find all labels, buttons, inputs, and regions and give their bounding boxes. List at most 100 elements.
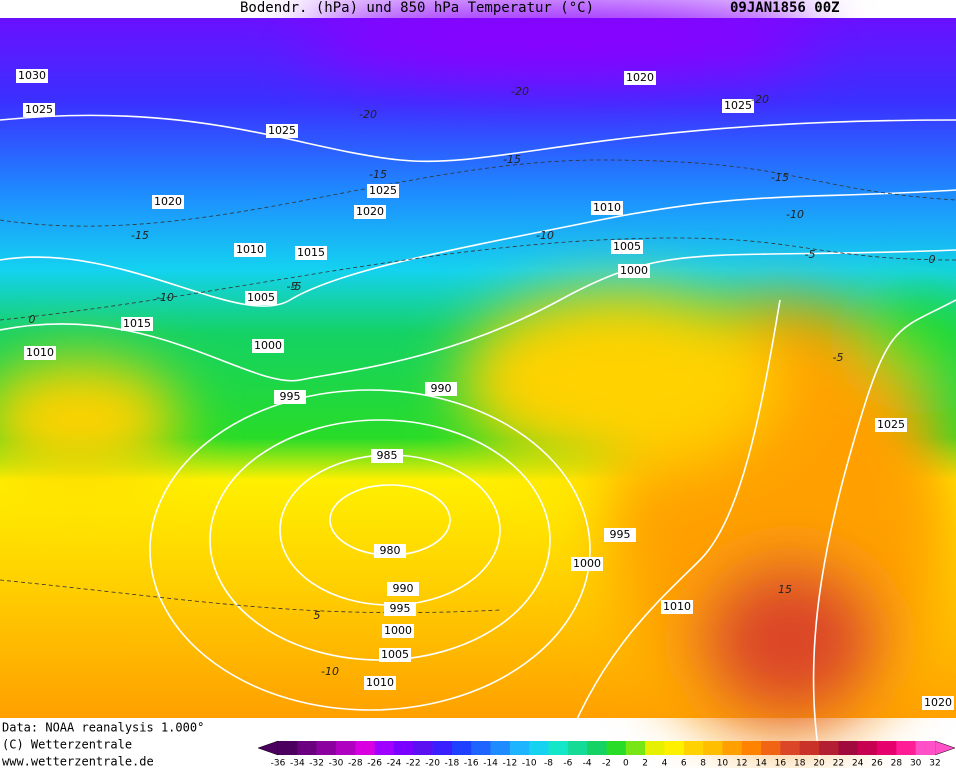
isobar-label-box: [152, 195, 184, 209]
isobar-label-box: [379, 648, 411, 662]
isobar-label: 990: [431, 382, 452, 395]
colorbar-swatch: [703, 741, 723, 755]
colorbar-swatch: [490, 741, 511, 755]
colorbar-tick-label: -6: [563, 759, 572, 769]
temperature-label: -5: [291, 280, 302, 293]
colorbar-swatch: [683, 741, 704, 755]
colorbar-swatch: [606, 741, 627, 755]
colorbar-swatch: [722, 741, 743, 755]
colorbar-tick-label: -22: [406, 759, 421, 769]
temperature-label: -5: [287, 280, 298, 293]
colorbar-swatch: [335, 741, 356, 755]
isobar-label-box: [367, 184, 399, 198]
colorbar-swatch: [316, 741, 337, 755]
temperature-label: -10: [786, 208, 804, 221]
temperature-label: -15: [369, 168, 387, 181]
isobar-label-box: [384, 602, 416, 616]
footer-source: Data: NOAA reanalysis 1.000°: [2, 721, 204, 735]
colorbar-tick-label: 4: [662, 759, 668, 769]
colorbar-tick-label: -14: [483, 759, 498, 769]
isobar-label-box: [23, 103, 55, 117]
isobar-label: 995: [280, 390, 301, 403]
colorbar-swatch: [761, 741, 781, 755]
colorbar-swatch: [799, 741, 820, 755]
colorbar-tick-label: -18: [445, 759, 460, 769]
isobar-label: 1005: [381, 648, 409, 661]
isobar-label: 1000: [573, 557, 601, 570]
colorbar-tick-label: -34: [290, 759, 305, 769]
isobar-label: 1025: [369, 184, 397, 197]
colorbar-swatch: [355, 741, 375, 755]
isobar-label-box: [364, 676, 396, 690]
temperature-label: 0: [929, 253, 936, 266]
temperature-label: -5: [805, 248, 816, 261]
colorbar-swatch: [896, 741, 916, 755]
colorbar-tick-label: 24: [852, 759, 864, 769]
colorbar-tick-label: -10: [522, 759, 537, 769]
isobar-label-box: [425, 382, 457, 396]
isobar-label-box: [374, 544, 406, 558]
colorbar-swatch: [432, 741, 453, 755]
isobar-label-box: [387, 582, 419, 596]
isobar-label: 1000: [620, 264, 648, 277]
isobar-label-box: [266, 124, 298, 138]
colorbar-tick-label: -20: [425, 759, 440, 769]
isobar-label: 995: [390, 602, 411, 615]
isobar-label: 1025: [25, 103, 53, 116]
temperature-label: -15: [771, 171, 789, 184]
colorbar-tick-label: -12: [503, 759, 518, 769]
isobar-label-box: [922, 696, 954, 710]
isobar-label-box: [591, 201, 623, 215]
colorbar-swatch: [877, 741, 897, 755]
temperature-label: -20: [359, 108, 377, 121]
colorbar-swatch: [915, 741, 936, 755]
colorbar-swatch: [838, 741, 859, 755]
colorbar-swatch: [741, 741, 762, 755]
colorbar-tick-label: -28: [348, 759, 363, 769]
isobar-label: 1000: [384, 624, 412, 637]
colorbar-tick-label: 28: [891, 759, 903, 769]
isobar-label-box: [252, 339, 284, 353]
isobar-label: 1025: [268, 124, 296, 137]
isobar-label: 1010: [663, 600, 691, 613]
isobar-label-box: [16, 69, 48, 83]
colorbar-swatch: [587, 741, 607, 755]
colorbar-swatch: [278, 741, 298, 755]
colorbar-tick-label: -4: [583, 759, 592, 769]
colorbar-tick-label: 0: [623, 759, 629, 769]
isobar-label-box: [618, 264, 650, 278]
isobar-label: 1020: [924, 696, 952, 709]
colorbar-swatch: [393, 741, 414, 755]
colorbar-swatch: [548, 741, 569, 755]
footer-copyright: (C) Wetterzentrale: [2, 738, 132, 752]
isobar-label: 985: [377, 449, 398, 462]
colorbar-end: [257, 740, 279, 756]
isobar-label-box: [875, 418, 907, 432]
isobar-label: 1015: [297, 246, 325, 259]
isobar-label-box: [571, 557, 603, 571]
colorbar-tick-label: -16: [464, 759, 479, 769]
colorbar-tick-label: 16: [775, 759, 787, 769]
footer-url: www.wetterzentrale.de: [2, 755, 154, 769]
colorbar-tick-label: 20: [813, 759, 825, 769]
colorbar-tick-label: 2: [642, 759, 648, 769]
isobar-label: 995: [610, 528, 631, 541]
temperature-label: -5: [833, 351, 844, 364]
colorbar-tick-label: 10: [717, 759, 729, 769]
colorbar-end: [934, 740, 956, 756]
temperature-label: -20: [511, 85, 529, 98]
isobar-label: 1010: [26, 346, 54, 359]
colorbar-swatch: [780, 741, 801, 755]
colorbar-tick-label: 30: [910, 759, 922, 769]
colorbar-tick-label: 8: [700, 759, 706, 769]
isobar-label-box: [611, 240, 643, 254]
isobar-label-box: [121, 317, 153, 331]
temperature-label: -10: [156, 291, 174, 304]
colorbar-tick-label: -24: [387, 759, 402, 769]
colorbar-tick-label: 22: [833, 759, 844, 769]
colorbar-swatch: [451, 741, 472, 755]
colorbar-swatch: [857, 741, 878, 755]
colorbar-tick-label: -8: [544, 759, 553, 769]
